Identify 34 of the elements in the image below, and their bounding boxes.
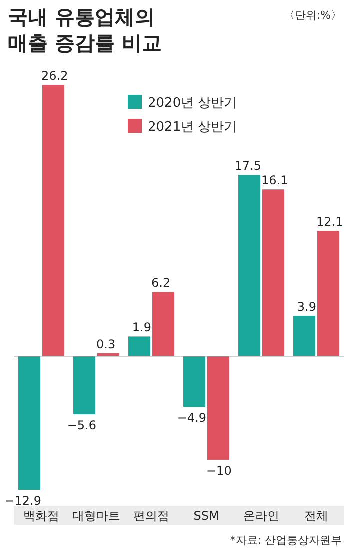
bar — [318, 231, 340, 356]
data-label: −10 — [206, 464, 232, 478]
data-label: −12.9 — [4, 494, 42, 508]
chart-subtitle: 〈단위:%〉 — [284, 8, 342, 23]
x-tick-label: 편의점 — [134, 509, 170, 523]
chart-title: 국내 유통업체의 매출 증감률 비교 — [8, 4, 163, 56]
x-tick-label: 대형마트 — [72, 509, 120, 523]
bar — [128, 336, 150, 356]
x-tick-label: 백화점 — [24, 509, 60, 523]
bar — [208, 356, 230, 460]
text: *자료: 산업통상자원부 — [230, 533, 342, 548]
bar — [42, 85, 64, 356]
data-label: 0.3 — [96, 337, 116, 352]
x-tick-label: 온라인 — [244, 509, 280, 523]
data-label: 6.2 — [152, 276, 171, 290]
data-label: 3.9 — [297, 300, 316, 314]
bar — [74, 356, 96, 414]
bar — [238, 175, 260, 356]
legend-label: 2020년 상반기 — [148, 96, 238, 111]
data-label: 12.1 — [316, 215, 344, 230]
data-label: 1.9 — [132, 320, 152, 335]
bar — [294, 316, 316, 356]
data-label: 16.1 — [262, 174, 288, 188]
bar — [18, 356, 40, 490]
x-tick-label: 전체 — [304, 509, 328, 523]
data-label: 17.5 — [234, 159, 262, 174]
data-label: −4.9 — [177, 411, 206, 426]
bar — [184, 356, 206, 408]
x-tick-label: SSM — [194, 509, 220, 523]
data-label: −5.6 — [67, 418, 96, 432]
bar — [152, 292, 174, 356]
data-label: 26.2 — [42, 69, 68, 83]
legend-label: 2021년 상반기 — [148, 120, 238, 135]
bar — [262, 190, 284, 356]
